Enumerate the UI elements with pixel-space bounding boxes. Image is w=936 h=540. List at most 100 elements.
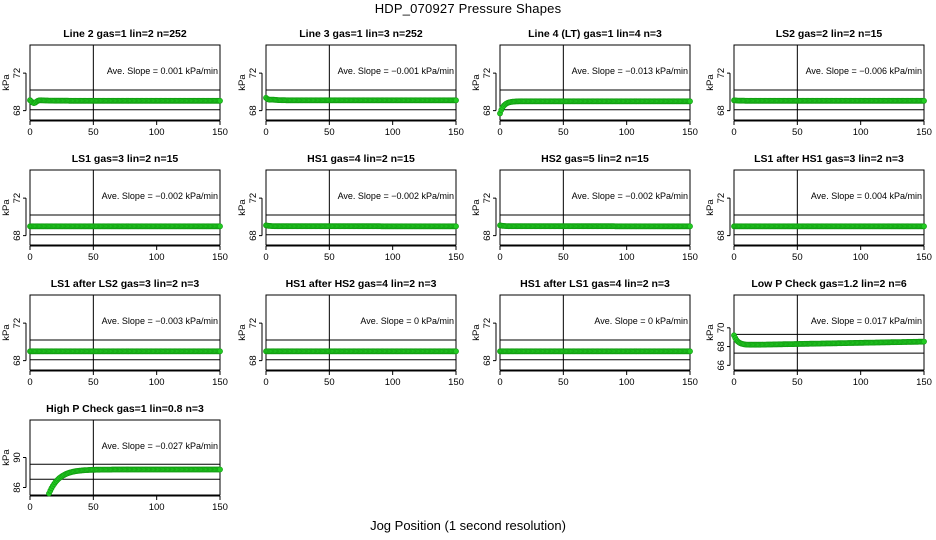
x-tick-label: 50 [792,127,803,138]
panel: Line 4 (LT) gas=1 lin=4 n=3 0 50 100 150 68 72… [471,28,698,138]
y-tick-label: 68 [248,355,259,366]
x-tick-label: 150 [448,252,464,263]
y-tick-label: 86 [12,482,23,493]
data-point [453,223,459,230]
y-tick-label: 72 [716,68,727,79]
x-tick-label: 0 [27,377,32,388]
x-tick-label: 50 [558,252,569,263]
panel-title: LS1 gas=3 lin=2 n=15 [72,153,179,165]
x-tick-label: 150 [682,377,698,388]
panel: LS1 after HS1 gas=3 lin=2 n=3 0 50 100 150 68… [705,153,932,263]
y-tick-label: 72 [12,68,23,79]
x-tick-label: 100 [853,377,869,388]
x-tick-label: 50 [88,252,99,263]
y-tick-label: 72 [12,193,23,204]
plot-frame [265,44,457,121]
panel-title: HS2 gas=5 lin=2 n=15 [541,153,649,165]
plot-frame [733,294,925,371]
x-tick-label: 50 [792,377,803,388]
y-tick-label: 72 [248,68,259,79]
slope-annotation: Ave. Slope = 0.004 kPa/min [811,191,922,201]
x-tick-label: 0 [731,127,736,138]
y-tick-label: 72 [482,193,493,204]
y-tick-label: 72 [248,193,259,204]
data-point [217,97,223,104]
y-tick-label: 68 [482,105,493,116]
x-tick-label: 150 [916,377,932,388]
data-point [217,223,223,230]
slope-annotation: Ave. Slope = −0.013 kPa/min [572,66,688,76]
slope-annotation: Ave. Slope = −0.002 kPa/min [572,191,688,201]
panel-title: HS1 after HS2 gas=4 lin=2 n=3 [286,278,437,290]
x-tick-label: 100 [149,127,165,138]
data-point [687,98,693,105]
x-tick-label: 0 [497,377,502,388]
data-point [921,223,927,230]
x-tick-label: 100 [385,127,401,138]
panel-title: LS1 after HS1 gas=3 lin=2 n=3 [754,153,904,165]
x-tick-label: 0 [263,252,268,263]
slope-annotation: Ave. Slope = −0.006 kPa/min [806,66,922,76]
y-axis-label: kPa [237,324,248,341]
panel: Line 2 gas=1 lin=2 n=252 0 50 100 150 68 72kPa… [1,28,228,138]
plot-frame [29,44,221,121]
data-point [453,348,459,355]
slope-annotation: Ave. Slope = −0.003 kPa/min [102,316,218,326]
plot-frame [733,169,925,246]
x-tick-label: 150 [916,127,932,138]
y-tick-label: 68 [482,230,493,241]
panel-title: Line 2 gas=1 lin=2 n=252 [63,28,187,40]
y-axis-label: kPa [237,74,248,91]
x-tick-label: 50 [792,252,803,263]
slope-annotation: Ave. Slope = −0.002 kPa/min [338,191,454,201]
y-axis-label: kPa [705,324,716,341]
panel-title: HS1 gas=4 lin=2 n=15 [307,153,415,165]
figure-title: HDP_070927 Pressure Shapes [374,1,562,16]
x-tick-label: 0 [731,377,736,388]
y-axis-label: kPa [1,449,12,466]
y-tick-label: 66 [716,360,727,371]
plot-frame [265,294,457,371]
plot-frame [29,294,221,371]
slope-annotation: Ave. Slope = 0.017 kPa/min [811,316,922,326]
x-tick-label: 0 [263,127,268,138]
x-tick-label: 150 [448,377,464,388]
panel: HS1 after HS2 gas=4 lin=2 n=3 0 50 100 150 68… [237,278,464,388]
data-point [687,223,693,230]
panel-title: High P Check gas=1 lin=0.8 n=3 [46,403,204,415]
plot-frame [499,169,691,246]
x-tick-label: 0 [263,377,268,388]
x-tick-label: 100 [149,252,165,263]
panel: High P Check gas=1 lin=0.8 n=3 0 50 100 150 8… [1,403,228,513]
y-tick-label: 72 [248,318,259,329]
panel-title: LS1 after LS2 gas=3 lin=2 n=3 [51,278,200,290]
data-point [921,338,927,345]
data-point [921,97,927,104]
panel: Line 3 gas=1 lin=3 n=252 0 50 100 150 68 72kPa… [237,28,464,138]
x-axis-title: Jog Position (1 second resolution) [370,518,566,533]
x-tick-label: 150 [212,377,228,388]
panel-title: Line 3 gas=1 lin=3 n=252 [299,28,423,40]
x-tick-label: 50 [324,127,335,138]
panel: Low P Check gas=1.2 lin=2 n=6 0 50 100 150 66… [705,278,932,388]
x-tick-label: 150 [212,502,228,513]
plot-frame [265,169,457,246]
data-point [217,348,223,355]
x-tick-label: 100 [619,127,635,138]
x-tick-label: 150 [682,127,698,138]
x-tick-label: 100 [385,377,401,388]
y-axis-label: kPa [1,74,12,91]
slope-annotation: Ave. Slope = −0.001 kPa/min [338,66,454,76]
y-axis-label: kPa [471,199,482,216]
y-tick-label: 68 [248,230,259,241]
x-tick-label: 50 [88,127,99,138]
plot-frame [29,419,221,496]
plot-frame [499,294,691,371]
y-tick-label: 72 [482,68,493,79]
plot-frame [499,44,691,121]
y-tick-label: 72 [716,193,727,204]
